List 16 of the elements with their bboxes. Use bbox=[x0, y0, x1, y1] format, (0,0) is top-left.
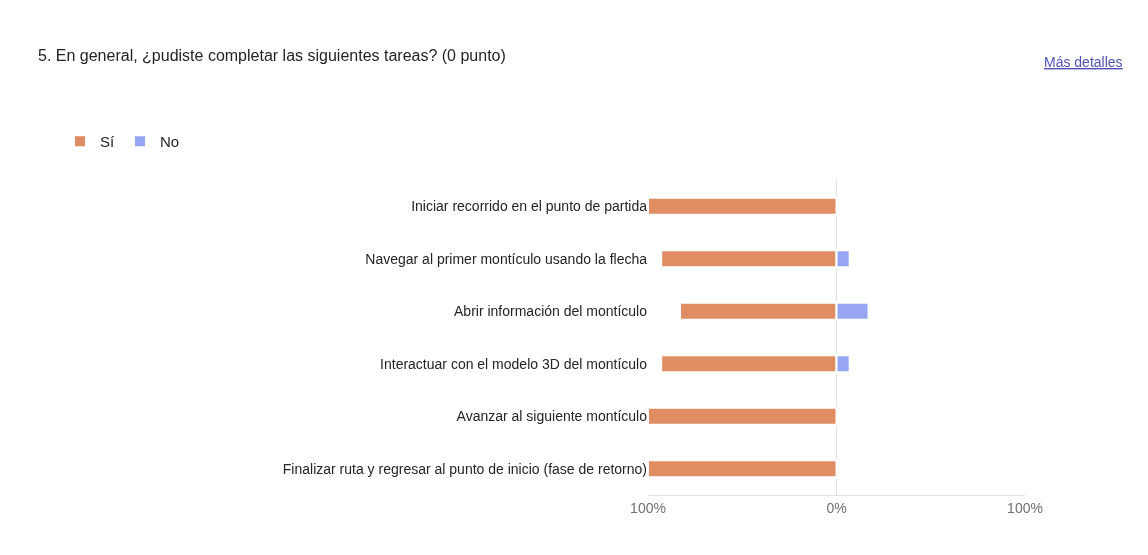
x-tick-label: 100% bbox=[1007, 499, 1043, 516]
legend-label: Sí bbox=[100, 133, 115, 151]
x-tick-label: 100% bbox=[630, 499, 666, 516]
y-tick-label: Avanzar al siguiente montículo bbox=[456, 408, 648, 425]
y-tick-label: Navegar al primer montículo usando la flecha bbox=[365, 250, 648, 267]
text: 5. En general, ¿pudiste completar las siguientes tareas? (0 punto) bbox=[38, 47, 506, 65]
y-tick-label: Abrir información del montículo bbox=[454, 303, 648, 320]
y-tick-label: Iniciar recorrido en el punto de partida bbox=[411, 198, 648, 215]
bar bbox=[648, 406, 838, 426]
text: Más detalles bbox=[1044, 54, 1123, 70]
x-tick-label: 0% bbox=[826, 499, 847, 516]
y-tick-label: Interactuar con el modelo 3D del montículo bbox=[380, 355, 648, 372]
y-tick-label: Finalizar ruta y regresar al punto de inicio (fase de retorno) bbox=[282, 460, 647, 477]
legend-label: No bbox=[160, 133, 180, 151]
bar bbox=[648, 459, 838, 479]
bar bbox=[648, 196, 838, 216]
